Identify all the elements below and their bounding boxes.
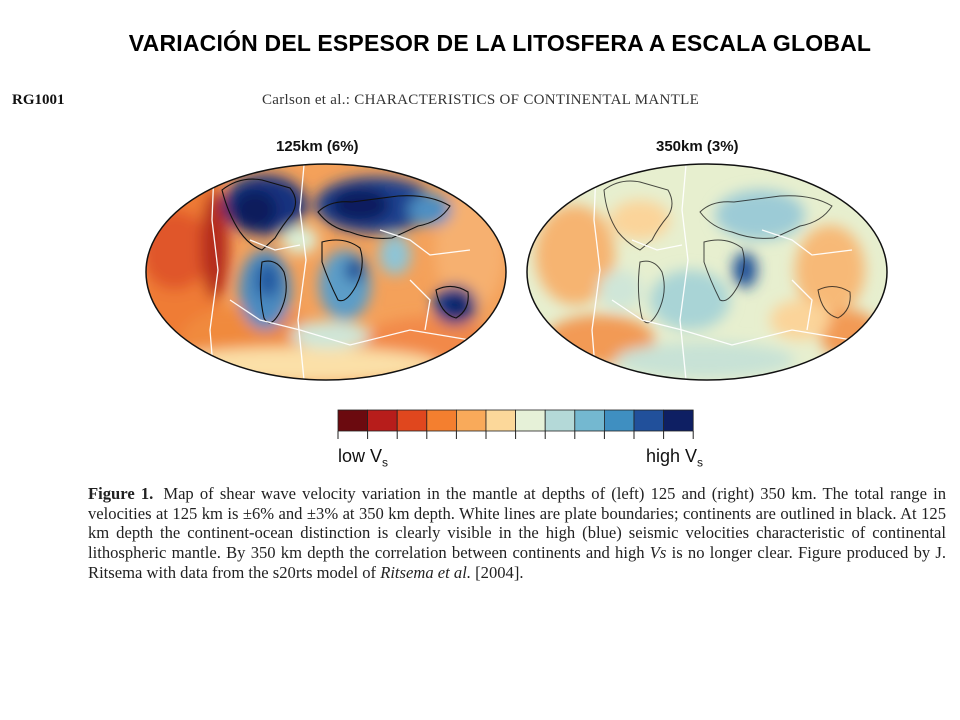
- map-350km: [526, 163, 888, 381]
- colorbar-swatch: [337, 409, 369, 432]
- colorbar-swatch: [367, 409, 398, 432]
- figure-caption: Figure 1. Map of shear wave velocity vari…: [88, 484, 946, 583]
- colorbar-swatch: [426, 409, 457, 432]
- caption-text-2: is no longer clear. Figure produced by J…: [88, 543, 946, 582]
- slide-title: VARIACIÓN DEL ESPESOR DE LA LITOSFERA A …: [128, 30, 872, 56]
- colorbar-swatch: [455, 409, 487, 432]
- caption-text-3: [2004].: [470, 562, 524, 582]
- map-label-125km: 125km (6%): [276, 138, 359, 155]
- page-id: RG1001: [12, 92, 65, 108]
- colorbar-swatch: [515, 409, 546, 432]
- colorbar-swatch: [663, 409, 694, 432]
- colorbar-swatch: [633, 409, 665, 432]
- colorbar-swatch: [574, 409, 605, 432]
- map-125km: [145, 163, 507, 381]
- caption-ritsema: Ritsema et al.: [380, 562, 471, 582]
- figure-label: Figure 1.: [88, 484, 154, 503]
- caption-vs: Vs: [649, 543, 667, 563]
- colorbar-swatch: [485, 409, 517, 432]
- colorbar-high-label: high Vs: [646, 446, 704, 470]
- map-label-350km: 350km (3%): [656, 138, 739, 155]
- colorbar-swatch: [396, 409, 428, 432]
- caption-text-1: Map of shear wave velocity variation in …: [88, 484, 947, 563]
- colorbar-swatch: [544, 409, 576, 432]
- paper-header: RG1001 Carlson et al.: CHARACTERISTICS O…: [12, 92, 832, 116]
- colorbar-low-label: low Vs: [338, 446, 389, 470]
- colorbar-swatch: [604, 409, 635, 432]
- colorbar: [337, 409, 694, 439]
- running-head: Carlson et al.: CHARACTERISTICS OF CONTI…: [262, 92, 700, 108]
